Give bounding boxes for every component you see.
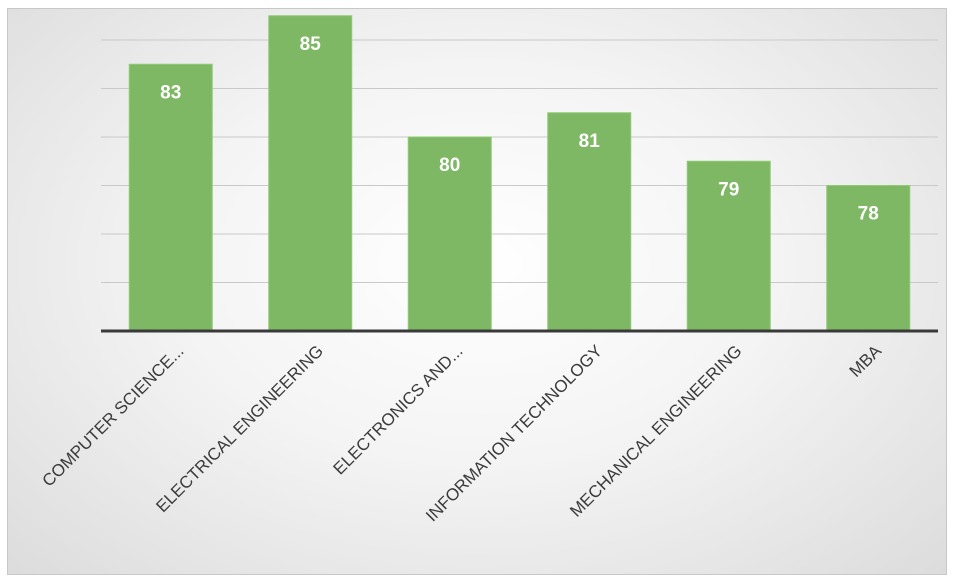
- x-tick-label: MBA: [846, 341, 886, 381]
- bar: [547, 112, 632, 332]
- category-tick-labels: COMPUTER SCIENCE...ELECTRICAL ENGINEERIN…: [39, 341, 886, 525]
- data-label: 81: [579, 131, 601, 152]
- gridlines: [101, 39, 938, 283]
- x-tick-label: ELECTRONICS AND...: [330, 341, 467, 478]
- x-tick-label: COMPUTER SCIENCE...: [39, 341, 188, 490]
- x-tick-label: MECHANICAL ENGINEERING: [566, 341, 745, 520]
- bar: [686, 160, 771, 332]
- bar: [826, 185, 911, 332]
- data-labels: 83 85 80 81 79 78: [160, 34, 879, 225]
- bar: [128, 63, 213, 332]
- data-label: 79: [718, 179, 739, 200]
- bars: [128, 15, 911, 332]
- data-label: 83: [160, 82, 181, 103]
- data-label: 78: [858, 204, 879, 225]
- x-tick-label: ELECTRICAL ENGINEERING: [152, 341, 327, 516]
- data-label: 80: [439, 155, 460, 176]
- bar: [268, 15, 353, 332]
- data-label: 85: [300, 34, 322, 55]
- bar: [407, 136, 492, 332]
